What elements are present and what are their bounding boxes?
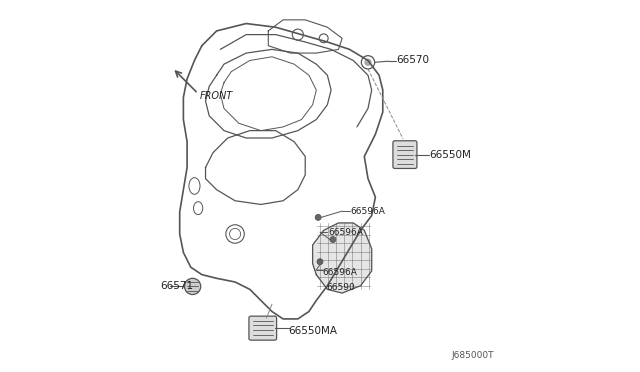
Text: 66570: 66570	[396, 55, 429, 65]
Circle shape	[330, 237, 336, 243]
Text: 66590: 66590	[326, 283, 355, 292]
FancyBboxPatch shape	[393, 141, 417, 169]
Polygon shape	[312, 223, 372, 293]
Text: 66550MA: 66550MA	[289, 326, 338, 336]
FancyBboxPatch shape	[249, 316, 276, 340]
Text: 66596A: 66596A	[350, 206, 385, 216]
Text: 66596A: 66596A	[328, 228, 363, 237]
Circle shape	[184, 278, 201, 295]
Text: 66550M: 66550M	[429, 150, 472, 160]
Text: 66571: 66571	[161, 282, 194, 291]
Circle shape	[316, 214, 321, 220]
Text: FRONT: FRONT	[200, 90, 233, 100]
Circle shape	[317, 259, 323, 264]
Text: 66596A: 66596A	[323, 268, 358, 277]
Text: J685000T: J685000T	[451, 350, 493, 359]
Circle shape	[364, 59, 372, 66]
